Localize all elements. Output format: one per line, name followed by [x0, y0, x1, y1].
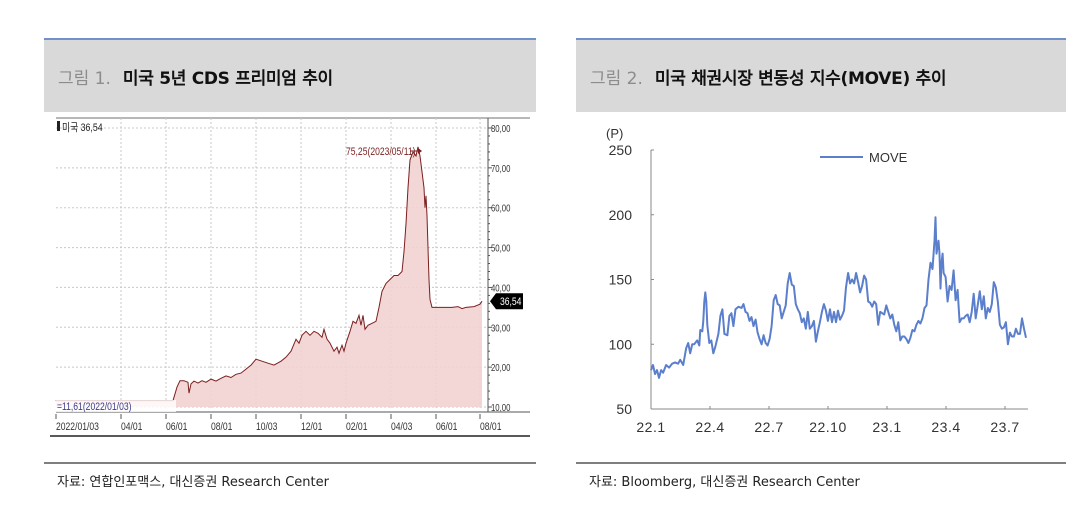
svg-text:36,54: 36,54 — [500, 296, 522, 308]
svg-text:22.10: 22.10 — [809, 419, 847, 435]
figure1-panel: 그림 1. 미국 5년 CDS 프리미엄 추이 — [44, 38, 536, 112]
cds-chart-svg: 80,00 70,00 60,00 50,00 40,00 30,00 20,00 10,00… — [50, 114, 536, 440]
svg-text:150: 150 — [609, 272, 633, 288]
svg-text:06/01: 06/01 — [436, 421, 457, 433]
svg-text:80,00: 80,00 — [491, 123, 511, 134]
svg-text:40,00: 40,00 — [491, 283, 511, 294]
svg-text:200: 200 — [609, 207, 633, 223]
cds-area — [56, 146, 482, 407]
svg-text:10,00: 10,00 — [491, 402, 511, 413]
svg-text:08/01: 08/01 — [480, 421, 501, 433]
figure2-title: 미국 채권시장 변동성 지수(MOVE) 추이 — [654, 68, 947, 89]
figure2-panel: 그림 2. 미국 채권시장 변동성 지수(MOVE) 추이 — [576, 38, 1066, 112]
move-chart-svg: 250 200 150 100 50 (P) 22.1 22.4 22.7 22.10 23.1 23… — [576, 114, 1066, 444]
svg-text:미국 36,54: 미국 36,54 — [62, 121, 103, 134]
svg-text:02/01: 02/01 — [346, 421, 367, 433]
svg-text:22.7: 22.7 — [754, 419, 783, 435]
svg-text:22.1: 22.1 — [636, 419, 665, 435]
figure1-source-divider — [44, 462, 536, 464]
svg-text:2022/01/03: 2022/01/03 — [56, 421, 99, 433]
svg-text:23.1: 23.1 — [872, 419, 901, 435]
svg-text:04/03: 04/03 — [391, 421, 413, 433]
svg-text:50: 50 — [616, 401, 632, 417]
svg-text:23.4: 23.4 — [931, 419, 960, 435]
figure1-title: 미국 5년 CDS 프리미엄 추이 — [122, 68, 333, 89]
svg-text:60,00: 60,00 — [491, 203, 511, 214]
figure1-source: 자료: 연합인포맥스, 대신증권 Research Center — [57, 475, 329, 490]
svg-text:75,25(2023/05/11): 75,25(2023/05/11) — [346, 146, 415, 158]
move-line — [650, 216, 1027, 379]
figure2-number: 그림 2. — [590, 68, 643, 89]
figure1-number: 그림 1. — [58, 68, 111, 89]
current-value-tag — [490, 293, 523, 310]
figure1-title-bar: 그림 1. 미국 5년 CDS 프리미엄 추이 — [44, 38, 536, 112]
svg-text:30,00: 30,00 — [491, 322, 511, 333]
svg-text:(P): (P) — [606, 126, 623, 141]
svg-text:20,00: 20,00 — [491, 362, 511, 373]
figure2-source-divider — [576, 462, 1066, 464]
move-chart: 250 200 150 100 50 (P) 22.1 22.4 22.7 22.10 23.1 23… — [576, 114, 1066, 444]
svg-text:=11,61(2022/01/03): =11,61(2022/01/03) — [57, 401, 131, 413]
figure2-source: 자료: Bloomberg, 대신증권 Research Center — [589, 475, 860, 490]
svg-text:70,00: 70,00 — [491, 163, 511, 174]
svg-text:250: 250 — [609, 142, 633, 158]
svg-text:08/01: 08/01 — [211, 421, 232, 433]
svg-text:22.4: 22.4 — [695, 419, 724, 435]
svg-text:06/01: 06/01 — [166, 421, 187, 433]
svg-text:12/01: 12/01 — [301, 421, 322, 433]
svg-text:10/03: 10/03 — [256, 421, 278, 433]
svg-text:23.7: 23.7 — [990, 419, 1019, 435]
svg-text:MOVE: MOVE — [869, 150, 908, 165]
svg-text:50,00: 50,00 — [491, 243, 511, 254]
svg-text:100: 100 — [609, 336, 633, 352]
cds-chart: 80,00 70,00 60,00 50,00 40,00 30,00 20,00 10,00… — [50, 114, 536, 440]
figure2-title-bar: 그림 2. 미국 채권시장 변동성 지수(MOVE) 추이 — [576, 38, 1066, 112]
cds-line — [55, 146, 483, 402]
svg-text:04/01: 04/01 — [121, 421, 142, 433]
